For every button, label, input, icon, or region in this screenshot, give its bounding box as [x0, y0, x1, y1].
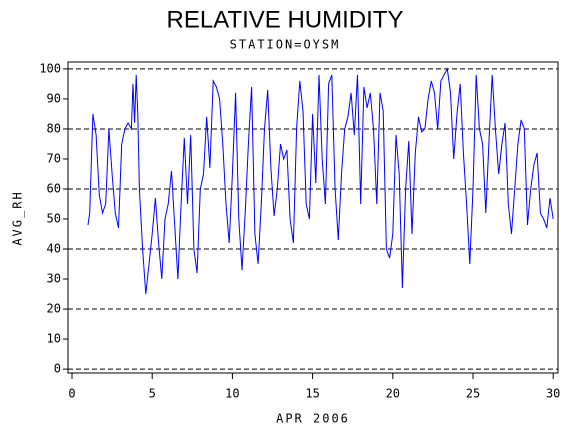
- x-tick-label: 20: [386, 387, 400, 401]
- y-tick-label: 0: [54, 362, 61, 376]
- y-tick-label: 80: [47, 121, 61, 135]
- x-tick-label: 25: [466, 387, 480, 401]
- x-tick-label: 10: [225, 387, 239, 401]
- y-tick-label: 70: [47, 151, 61, 165]
- x-tick-label: 0: [68, 387, 75, 401]
- y-tick-label: 50: [47, 212, 61, 226]
- y-tick-label: 20: [47, 302, 61, 316]
- y-tick-label: 100: [39, 61, 61, 75]
- x-axis-label: APR 2006: [276, 412, 350, 426]
- y-tick-label: 90: [47, 91, 61, 105]
- x-tick-label: 30: [546, 387, 560, 401]
- x-tick-label: 15: [305, 387, 319, 401]
- y-axis-label: AVG_RH: [11, 190, 25, 245]
- chart-subtitle: STATION=OYSM: [230, 38, 341, 52]
- y-tick-label: 30: [47, 272, 61, 286]
- data-line: [87, 67, 554, 295]
- chart-title: RELATIVE HUMIDITY: [167, 6, 404, 33]
- y-tick-label: 40: [47, 242, 61, 256]
- plot-frame: [67, 61, 559, 374]
- x-tick-label: 5: [149, 387, 156, 401]
- y-tick-label: 60: [47, 181, 61, 195]
- y-tick-label: 10: [47, 332, 61, 346]
